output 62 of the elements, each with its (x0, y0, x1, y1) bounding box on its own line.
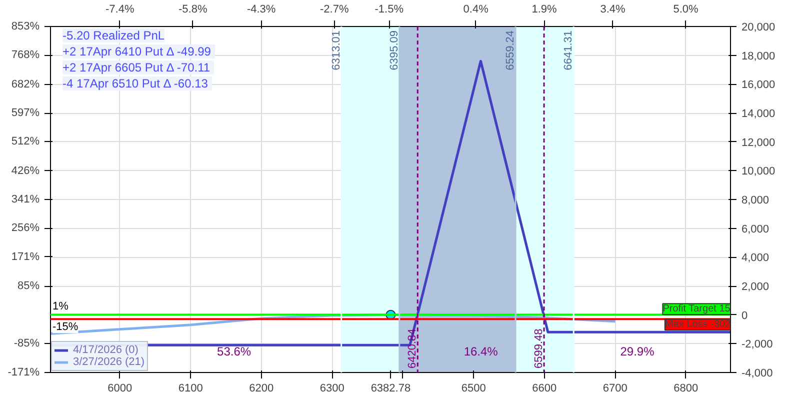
y2-tick-label: 426% (11, 164, 40, 177)
y-tick-label: 14,000 (742, 108, 776, 120)
x2-tick-label: -1.5% (374, 4, 404, 16)
annotation: -5.20 Realized PnL (62, 28, 165, 42)
x2-tick-label: -7.4% (106, 4, 134, 16)
y2-tick-label: 682% (11, 78, 40, 90)
x2-tick-label: -5.8% (178, 4, 208, 16)
y-tick-label: 0 (742, 310, 748, 322)
y-tick-label: 12,000 (742, 136, 776, 149)
ref-line-label: 6313.01 (330, 30, 342, 70)
x2-tick-label: 0.4% (463, 4, 489, 16)
y2-tick-label: -171% (8, 366, 40, 378)
legend-label: 4/17/2026 (0) (73, 344, 138, 356)
y-tick-label: 16,000 (742, 79, 776, 92)
y2-tick-label: 597% (11, 107, 40, 119)
x-tick-label: 6700 (602, 382, 628, 394)
ref-line-label: 6420.84 (406, 328, 419, 368)
y2-tick-label: 341% (11, 194, 40, 206)
ref-line-label: 6599.48 (533, 328, 546, 368)
x-tick-label: 6800 (674, 382, 698, 394)
x-tick-label: 6600 (532, 382, 557, 394)
y-tick-label: 8,000 (742, 194, 770, 206)
x2-tick-label: 5.0% (673, 4, 699, 16)
y-tick-label: -4,000 (742, 368, 773, 380)
y2-tick-label: 85% (17, 280, 40, 292)
y2-tick-label: 768% (11, 49, 40, 62)
annotation: 16.4% (464, 344, 498, 358)
x2-tick-label: 3.4% (600, 4, 626, 16)
legend-label: 3/27/2026 (21) (73, 356, 145, 368)
ref-line-label: 6641.31 (562, 30, 575, 70)
y-tick-label: 18,000 (742, 50, 776, 62)
x-tick-label: 6300 (320, 382, 344, 394)
y-tick-label: 2,000 (742, 281, 770, 293)
annotation: -4 17Apr 6510 Put Δ -60.13 (62, 76, 208, 90)
x2-tick-label: -2.7% (320, 4, 349, 16)
y2-tick-label: 853% (11, 20, 40, 32)
annotation: 1% (52, 300, 69, 313)
y-tick-label: 4,000 (742, 252, 770, 264)
ref-line-label: Profit Target 15 (662, 304, 731, 315)
y2-tick-label: 512% (11, 136, 40, 148)
y-tick-label: 6,000 (742, 223, 770, 236)
x-tick-label: 6200 (249, 382, 274, 394)
ref-line-label: Max Loss -302 (664, 319, 731, 330)
ref-line-label: 6395.09 (388, 30, 400, 70)
y-tick-label: 10,000 (742, 166, 776, 178)
ref-line-label: 6559.24 (504, 30, 517, 70)
x2-tick-label: -4.3% (246, 4, 276, 16)
x-tick-label: 6382.78 (370, 382, 411, 394)
x-tick-label: 6500 (461, 382, 486, 394)
y-tick-label: -2,000 (742, 338, 773, 351)
y-tick-label: 20,000 (742, 22, 776, 34)
x-tick-label: 6000 (108, 382, 132, 394)
annotation: 53.6% (217, 344, 252, 358)
y2-tick-label: -85% (14, 337, 40, 350)
y2-tick-label: 256% (11, 222, 40, 234)
annotation: +2 17Apr 6605 Put Δ -70.11 (62, 60, 210, 74)
x-tick-label: 6100 (178, 382, 203, 394)
annotation: 29.9% (620, 344, 655, 358)
annotation: +2 17Apr 6410 Put Δ -49.99 (62, 44, 212, 58)
y2-tick-label: 171% (11, 250, 40, 263)
annotation: -15% (52, 321, 78, 334)
x2-tick-label: 1.9% (532, 4, 558, 16)
